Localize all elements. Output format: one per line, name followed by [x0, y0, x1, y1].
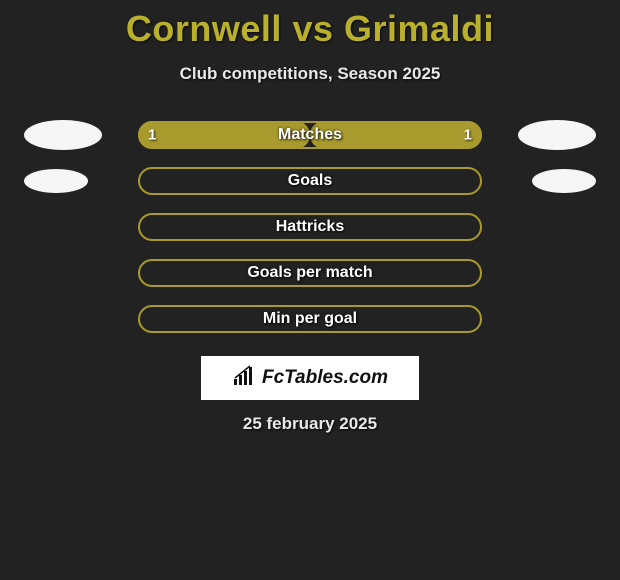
stat-bar: Goals per match	[138, 259, 482, 287]
stat-bar: Min per goal	[138, 305, 482, 333]
vs-label: vs	[292, 8, 333, 49]
brand-text: FcTables.com	[262, 367, 388, 389]
player2-name: Grimaldi	[344, 8, 494, 49]
stat-value-left: 1	[148, 127, 156, 144]
stat-label: Goals	[138, 172, 482, 190]
stat-bar: Goals	[138, 167, 482, 195]
stat-row: Goals	[0, 158, 620, 204]
stat-bar: Matches1 1	[138, 121, 482, 149]
stat-row: Hattricks	[0, 204, 620, 250]
avatar-right	[518, 120, 596, 150]
stat-row: Min per goal	[0, 296, 620, 342]
page-title: Cornwell vs Grimaldi	[0, 0, 620, 50]
stat-row: Goals per match	[0, 250, 620, 296]
brand-badge[interactable]: FcTables.com	[201, 356, 419, 400]
player1-name: Cornwell	[126, 8, 282, 49]
date-label: 25 february 2025	[0, 414, 620, 434]
avatar-left	[24, 169, 88, 193]
stat-value-right: 1	[464, 127, 472, 144]
stat-label: Matches	[138, 126, 482, 144]
stat-label: Hattricks	[138, 218, 482, 236]
bar-chart-icon	[232, 365, 258, 392]
stat-row: Matches1 1	[0, 112, 620, 158]
stat-bar: Hattricks	[138, 213, 482, 241]
stats-rows: Matches1 1 Goals Hattricks Goals per match Mi…	[0, 112, 620, 342]
stat-label: Goals per match	[138, 264, 482, 282]
avatar-right	[532, 169, 596, 193]
subtitle: Club competitions, Season 2025	[0, 64, 620, 84]
stat-label: Min per goal	[138, 310, 482, 328]
avatar-left	[24, 120, 102, 150]
